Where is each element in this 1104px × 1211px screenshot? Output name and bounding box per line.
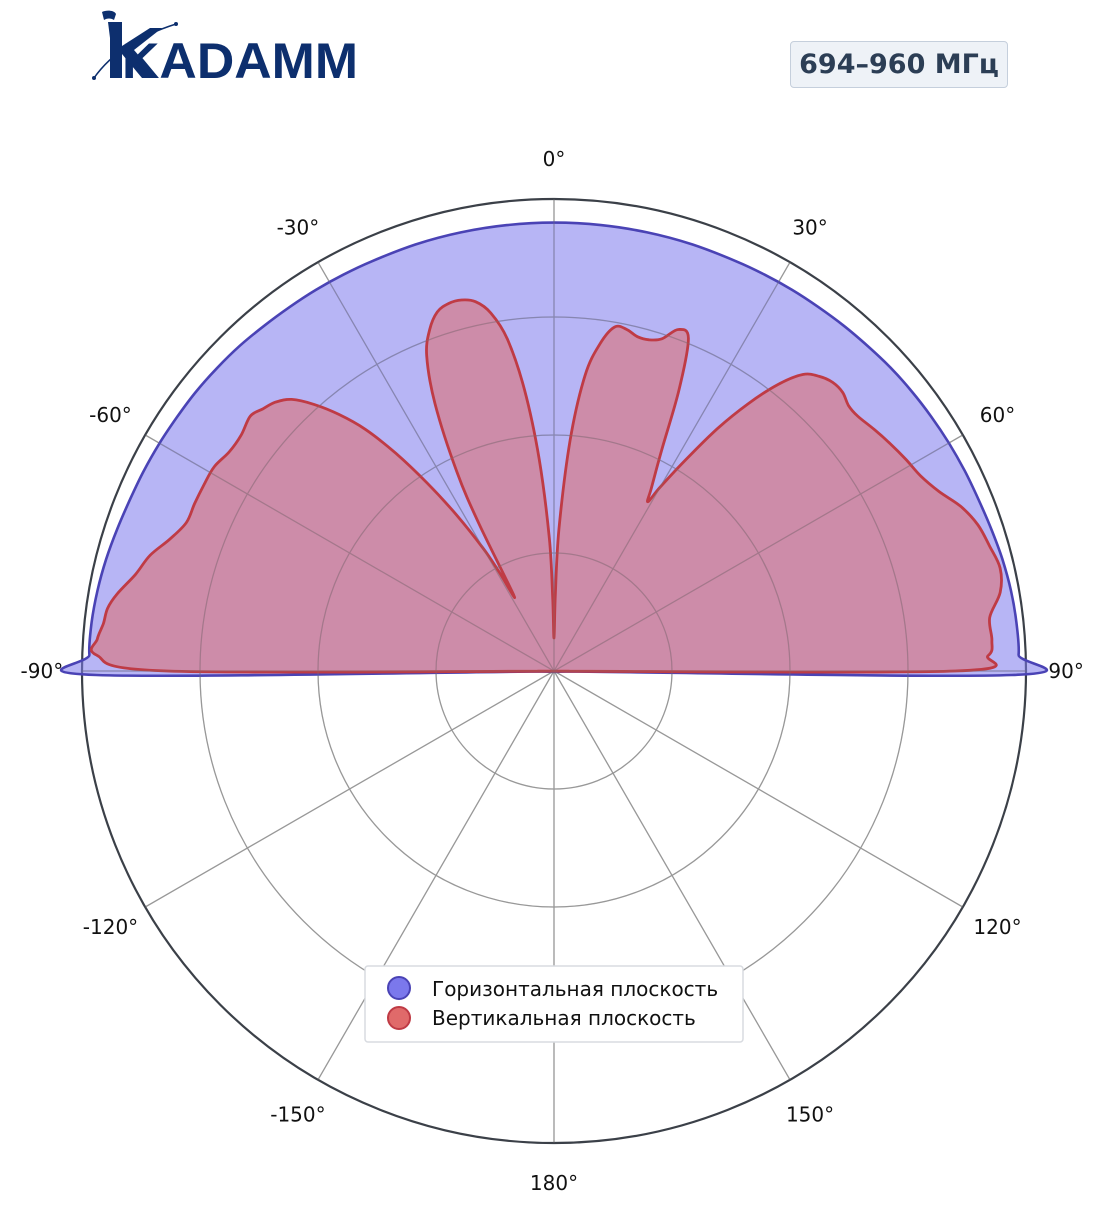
angle-tick-labels: 0° 30° 60° 90° 120° 150° 180° -150° -120° -90° -60…: [21, 147, 1084, 1195]
angle-tick-label: -120°: [83, 915, 138, 939]
ring-overlay-2: [317, 434, 791, 908]
angle-tick-label: 120°: [973, 915, 1021, 939]
series-layer: [60, 199, 1048, 1143]
kadamm-logo: KADAMM: [92, 10, 358, 84]
legend-marker-vertical: [387, 1006, 411, 1030]
angle-tick-label: -90°: [21, 659, 64, 683]
spoke-overlay-30°: [553, 261, 791, 672]
angle-tick-label: 90°: [1048, 659, 1083, 683]
angle-tick-label: 180°: [530, 1171, 578, 1195]
series-vertical: [89, 298, 1003, 674]
legend-label-vertical: Вертикальная плоскость: [432, 1006, 696, 1030]
spoke-overlay--60°: [144, 434, 555, 672]
angle-tick-label: -60°: [89, 403, 132, 427]
angle-tick-label: 150°: [786, 1103, 834, 1127]
grid-overlay: [82, 199, 1026, 1143]
spoke-overlay-150°: [553, 670, 791, 1081]
angle-tick-label: 0°: [543, 147, 566, 171]
angle-tick-label: -30°: [277, 215, 320, 239]
angle-tick-label: 60°: [980, 403, 1015, 427]
spoke-overlay--120°: [144, 670, 555, 908]
spoke-overlay--150°: [317, 670, 555, 1081]
ring-overlay-1: [435, 552, 673, 790]
legend: Горизонтальная плоскость Вертикальная пл…: [364, 965, 744, 1043]
frequency-badge: 694–960 МГц: [790, 41, 1008, 88]
brand-text: KADAMM: [122, 33, 358, 84]
spoke-overlay-120°: [553, 670, 964, 908]
legend-label-horizontal: Горизонтальная плоскость: [432, 977, 718, 1001]
frequency-badge-text: 694–960 МГц: [799, 49, 999, 80]
legend-box: [364, 965, 744, 1043]
angle-tick-label: -150°: [270, 1103, 325, 1127]
spoke-overlay-60°: [553, 434, 964, 672]
spoke-overlay--30°: [317, 261, 555, 672]
legend-marker-horizontal: [387, 976, 411, 1000]
angle-tick-label: 30°: [792, 215, 827, 239]
